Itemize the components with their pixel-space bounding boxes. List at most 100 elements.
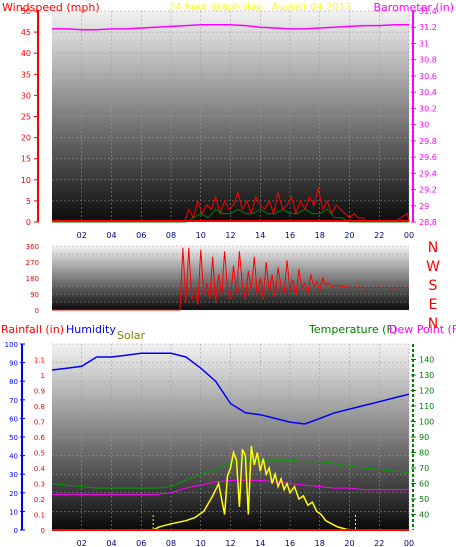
temperature-tick-label: 80 bbox=[419, 449, 429, 458]
rainfall-tick-label: 0.4 bbox=[34, 465, 46, 473]
temperature-tick-label: 40 bbox=[419, 511, 429, 520]
direction-letter-n: N bbox=[428, 316, 438, 332]
chart-title: 24 hour graph day - August 04 2013 bbox=[169, 2, 351, 13]
windspeed-tick-label: 50 bbox=[21, 7, 31, 16]
x-tick-label: 00 bbox=[404, 539, 414, 547]
x-tick-label: 14 bbox=[255, 539, 265, 547]
humidity-tick-label: 40 bbox=[9, 453, 18, 461]
x-tick-label: 22 bbox=[374, 231, 384, 240]
windspeed-tick-label: 5 bbox=[26, 197, 31, 206]
direction-letter-s: S bbox=[429, 278, 438, 294]
direction-series bbox=[52, 247, 410, 311]
barometer-tick-label: 28.8 bbox=[419, 218, 437, 227]
rainfall-tick-label: 0.9 bbox=[34, 388, 45, 396]
rainfall-tick-label: 0.1 bbox=[34, 512, 45, 520]
humidity-tick-label: 90 bbox=[9, 360, 18, 368]
humidity-tick-label: 0 bbox=[14, 527, 18, 535]
barometer-tick-label: 31.4 bbox=[419, 7, 437, 16]
temperature-tick-label: 120 bbox=[419, 387, 434, 396]
x-tick-label: 08 bbox=[166, 231, 176, 240]
rainfall-tick-label: 1 bbox=[41, 372, 45, 380]
barometer-tick-label: 31.2 bbox=[419, 23, 437, 32]
x-tick-label: 10 bbox=[196, 231, 206, 240]
windspeed-tick-label: 40 bbox=[21, 49, 31, 58]
direction-tick-label: 180 bbox=[26, 275, 39, 283]
humidity-tick-label: 50 bbox=[9, 434, 18, 442]
rainfall-tick-label: 1.1 bbox=[34, 357, 45, 365]
x-tick-label: 10 bbox=[196, 539, 206, 547]
direction-tick-label: 360 bbox=[26, 243, 39, 251]
x-tick-label: 00 bbox=[404, 231, 414, 240]
x-tick-label: 04 bbox=[106, 231, 116, 240]
x-tick-label: 16 bbox=[285, 539, 295, 547]
climate-axes: 010203040506070809010000.10.20.30.40.50.… bbox=[5, 341, 435, 547]
temp-line bbox=[51, 459, 410, 489]
direction-letter-n: N bbox=[428, 240, 438, 256]
direction-tick-label: 270 bbox=[26, 259, 39, 267]
x-tick-label: 06 bbox=[136, 231, 146, 240]
direction-tick-label: 90 bbox=[30, 291, 39, 299]
rainfall-tick-label: 0 bbox=[41, 527, 45, 535]
x-tick-label: 02 bbox=[77, 231, 87, 240]
windspeed-tick-label: 0 bbox=[26, 218, 31, 227]
x-tick-label: 20 bbox=[344, 539, 354, 547]
x-tick-label: 02 bbox=[77, 539, 87, 547]
humidity-tick-label: 20 bbox=[9, 490, 18, 498]
humidity-line bbox=[51, 352, 410, 425]
barometer-tick-label: 29.8 bbox=[419, 137, 437, 146]
climate-series bbox=[51, 352, 410, 531]
temperature-tick-label: 90 bbox=[419, 433, 429, 442]
x-tick-label: 06 bbox=[136, 539, 146, 547]
humidity-tick-label: 100 bbox=[5, 341, 18, 349]
humidity-tick-label: 10 bbox=[9, 508, 18, 516]
temperature-tick-label: 130 bbox=[419, 371, 434, 380]
gust-line bbox=[52, 208, 409, 223]
windspeed-tick-label: 45 bbox=[21, 28, 31, 37]
x-tick-label: 14 bbox=[255, 231, 265, 240]
barometer-tick-label: 29.6 bbox=[419, 153, 437, 162]
temperature-tick-label: 50 bbox=[419, 495, 429, 504]
rainfall-tick-label: 0.8 bbox=[34, 403, 45, 411]
humidity-tick-label: 80 bbox=[9, 378, 18, 386]
barometer-tick-label: 29 bbox=[419, 202, 429, 211]
barometer-axis-label: Barometer (in) bbox=[374, 1, 455, 14]
barometer-tick-label: 29.4 bbox=[419, 169, 437, 178]
direction-letter-w: W bbox=[426, 259, 440, 275]
humidity-tick-label: 70 bbox=[9, 397, 18, 405]
windspeed-tick-label: 30 bbox=[21, 91, 31, 100]
windspeed-tick-label: 10 bbox=[21, 176, 31, 185]
rainfall-tick-label: 0.7 bbox=[34, 419, 45, 427]
rainfall-tick-label: 0.6 bbox=[34, 434, 46, 442]
baro-line bbox=[52, 24, 409, 31]
direction-letter-e: E bbox=[429, 297, 438, 313]
temperature-axis-label: Temperature (F) bbox=[308, 323, 397, 336]
rainfall-axis-label: Rainfall (in) bbox=[1, 323, 64, 336]
temperature-tick-label: 140 bbox=[419, 356, 434, 365]
x-tick-label: 18 bbox=[315, 231, 325, 240]
humidity-axis-label: Humidity bbox=[66, 323, 116, 336]
barometer-tick-label: 30.8 bbox=[419, 56, 437, 65]
x-tick-label: 08 bbox=[166, 539, 176, 547]
temperature-tick-label: 110 bbox=[419, 402, 434, 411]
wind-axes: 0 5 10 15 20 25 30 35 40 45 50 28.8 29 29.2 29.4 29.6 29… bbox=[21, 7, 437, 240]
wind-series bbox=[52, 24, 410, 223]
direction-axes: 0 90 180 270 360 bbox=[26, 243, 39, 315]
direction-tick-label: 0 bbox=[35, 307, 39, 315]
rainfall-tick-label: 0.2 bbox=[34, 496, 45, 504]
barometer-tick-label: 30 bbox=[419, 121, 429, 130]
solar-axis-label: Solar bbox=[117, 329, 146, 342]
dir-line bbox=[52, 247, 410, 311]
barometer-tick-label: 30.2 bbox=[419, 104, 437, 113]
direction-grid bbox=[52, 245, 409, 311]
rainfall-tick-label: 0.5 bbox=[34, 450, 45, 458]
barometer-tick-label: 30.4 bbox=[419, 88, 437, 97]
rainfall-tick-label: 0.3 bbox=[34, 481, 45, 489]
dewpoint-axis-label: Dew Point (F) bbox=[389, 323, 456, 336]
x-tick-label: 12 bbox=[225, 539, 235, 547]
temperature-tick-label: 60 bbox=[419, 480, 429, 489]
barometer-tick-label: 29.2 bbox=[419, 186, 437, 195]
windspeed-axis-label: Windspeed (mph) bbox=[2, 1, 100, 14]
windspeed-tick-label: 15 bbox=[21, 155, 31, 164]
